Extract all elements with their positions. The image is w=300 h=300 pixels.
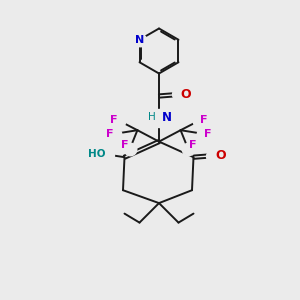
- Text: F: F: [200, 115, 208, 125]
- Text: H: H: [148, 112, 155, 122]
- Text: O: O: [215, 149, 226, 162]
- Text: HO: HO: [88, 149, 105, 159]
- Text: F: F: [204, 129, 212, 139]
- Text: O: O: [181, 88, 191, 101]
- Text: F: F: [106, 129, 114, 139]
- Text: N: N: [135, 35, 144, 45]
- Text: F: F: [121, 140, 129, 150]
- Text: N: N: [161, 111, 171, 124]
- Text: F: F: [189, 140, 197, 150]
- Text: F: F: [110, 115, 118, 125]
